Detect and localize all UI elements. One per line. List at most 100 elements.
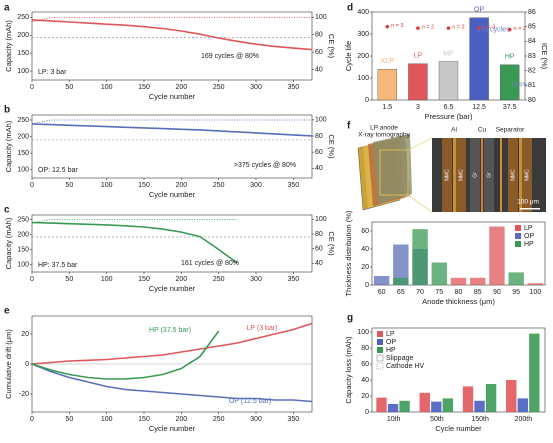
y-tick-label: 250	[17, 117, 29, 124]
y2-tick-label: 82	[528, 68, 536, 75]
diagram-label: Separator	[496, 127, 525, 134]
chart-panel: 0 20 40 60 60 65 70 75 80 85 90 95 100 Anode thicknes…	[344, 210, 546, 306]
bar	[517, 398, 528, 412]
bar	[393, 244, 409, 285]
legend-swatch	[515, 225, 521, 231]
annotation: n = 3	[483, 25, 495, 31]
annotation: OP (12.5 bar)	[229, 398, 271, 405]
y-tick-label: 100	[17, 167, 29, 174]
x-tick-label: 250	[213, 416, 225, 423]
diagram-label: 100 μm	[517, 199, 539, 206]
diagram-label: Gr	[472, 172, 478, 178]
panel-label: e	[4, 306, 10, 317]
bar-label: XLP	[381, 58, 395, 65]
y-tick-label: 400	[357, 9, 369, 16]
y-tick-label: 150	[17, 246, 29, 253]
tomography-diagram	[357, 134, 546, 213]
annotation: LP (3 bar)	[247, 325, 278, 332]
layer-gr	[484, 138, 494, 212]
x-tick-label: 200	[175, 416, 187, 423]
layer-nmc	[508, 138, 518, 212]
ice-point	[477, 26, 481, 30]
y2-tick-label: 60	[315, 149, 323, 156]
y2-axis-label: CE (%)	[327, 134, 336, 159]
x-axis-label: Anode thickness (μm)	[422, 297, 495, 306]
y2-axis-label: ICE (%)	[540, 43, 549, 70]
annotation: n = 2	[422, 25, 434, 31]
x-axis-label: Cycle number	[149, 284, 196, 293]
y-tick-label: 20	[361, 393, 369, 400]
y-tick-label: 60	[361, 361, 369, 368]
ce-line	[31, 219, 238, 224]
legend-swatch	[515, 233, 521, 239]
x-tick-label: 150	[138, 182, 150, 189]
bar	[393, 277, 409, 285]
annotation: LP: 3 bar	[38, 69, 67, 76]
x-tick-label: 37.5	[503, 104, 517, 111]
x-tick-label: 100	[101, 276, 113, 283]
y-tick-label: 0	[365, 282, 369, 289]
x-tick-label: 100	[101, 84, 113, 91]
bar-label: HP	[505, 54, 515, 61]
bar	[506, 380, 517, 412]
chart-panel: 100 150 200 250 40 60 80 100 0 50 100 150 200 250 300 3…	[4, 11, 336, 101]
diagram-label: NMC	[444, 169, 450, 181]
panel-label: a	[4, 3, 10, 14]
x-tick-label: 350	[287, 182, 299, 189]
annotation: 161 cycles @ 80%	[181, 260, 239, 267]
bar	[399, 400, 410, 412]
x-tick-label: 250	[213, 276, 225, 283]
bar	[474, 400, 485, 412]
bar	[442, 398, 454, 412]
bar	[376, 397, 387, 412]
y-axis-label: Cycle life	[344, 41, 353, 71]
layer-al	[519, 138, 522, 212]
y2-tick-label: 40	[315, 66, 323, 73]
y-tick-label: 100	[357, 75, 369, 82]
diagram-label: Al	[451, 127, 457, 134]
y2-tick-label: 80	[528, 97, 536, 104]
x-tick-label: 10th	[387, 416, 401, 423]
y-tick-label: 60	[361, 228, 369, 235]
x-tick-label: 50	[65, 276, 73, 283]
y-axis-label: Thickness distribution (%)	[344, 210, 353, 296]
bar	[387, 404, 399, 412]
x-tick-label: 250	[213, 84, 225, 91]
cell-stack-layer	[373, 134, 412, 204]
bar	[408, 63, 428, 101]
layer-gr	[470, 138, 480, 212]
diagram-label: LP anode	[370, 125, 398, 132]
x-tick-label: 0	[30, 416, 34, 423]
panel-label: c	[4, 205, 10, 216]
y2-tick-label: 80	[315, 32, 323, 39]
y2-tick-label: 40	[315, 260, 323, 267]
panel-label: d	[347, 3, 353, 14]
y-axis-label: Capacity (mAh)	[4, 20, 13, 72]
ice-point	[446, 26, 451, 30]
legend-swatch	[377, 347, 383, 353]
x-tick-label: 100	[530, 289, 542, 296]
x-tick-label: 300	[250, 182, 262, 189]
x-axis-label: Cycle number	[435, 424, 482, 433]
x-tick-label: 70	[416, 289, 424, 296]
y-tick-label: 200	[17, 32, 29, 39]
x-tick-label: 150th	[471, 416, 489, 423]
x-tick-label: 60	[378, 289, 386, 296]
y-tick-label: 150	[17, 150, 29, 157]
chart-panel: 100 150 200 250 40 60 80 100 0 50 100 150 200 250 300 3…	[4, 114, 336, 199]
y-tick-label: -20	[19, 391, 29, 398]
data-line	[31, 221, 238, 264]
x-tick-label: 100	[101, 182, 113, 189]
y2-tick-label: 86	[528, 9, 536, 16]
x-tick-label: 350	[287, 84, 299, 91]
y-tick-label: 40	[361, 377, 369, 384]
y-tick-label: 200	[17, 133, 29, 140]
x-tick-label: 50	[65, 416, 73, 423]
legend-swatch	[377, 339, 383, 345]
bar	[431, 401, 442, 412]
y2-tick-label: 100	[315, 14, 327, 21]
y-tick-label: 100	[357, 329, 369, 336]
bar-label: OP	[474, 7, 484, 14]
x-tick-label: 300	[250, 84, 262, 91]
